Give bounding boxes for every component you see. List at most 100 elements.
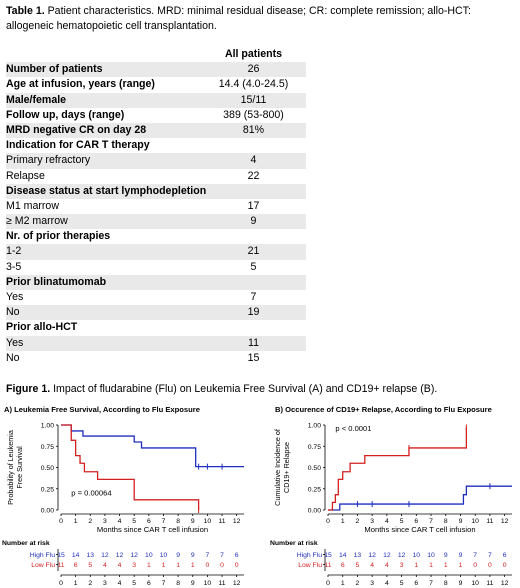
table-row: Yes 7 [6,290,306,305]
risk-value: 0 [503,562,507,569]
risk-x-tick-label: 9 [191,580,195,587]
risk-value: 0 [220,562,224,569]
risk-x-tick-label: 0 [326,580,330,587]
table-row: Yes 11 [6,335,306,351]
p-value-annotation: p = 0.00064 [71,489,111,498]
risk-value: 1 [162,562,166,569]
x-tick-label: 3 [370,518,374,525]
risk-value: 7 [206,552,210,559]
risk-value: 6 [503,552,507,559]
column-header: All patients [224,48,283,60]
x-tick-label: 5 [400,518,404,525]
row-label: Male/female [6,93,67,106]
row-label: Age at infusion, years (range) [6,78,155,91]
x-tick-label: 12 [501,518,509,525]
risk-x-tick-label: 7 [429,580,433,587]
risk-x-tick-label: 6 [147,580,151,587]
y-tick-label: 1.00 [308,423,321,430]
risk-value: 14 [72,552,80,559]
table-caption-label: Table 1. [6,5,45,17]
y-tick-label: 0.00 [308,508,321,515]
row-value: 14.4 (4.0-24.5) [218,78,289,91]
row-value: 389 (53-800) [223,108,284,121]
risk-value: 1 [191,562,195,569]
x-tick-label: 0 [326,518,330,525]
table-row: Prior blinatumomab [6,274,306,290]
risk-row-label: Low Flu [31,562,55,569]
risk-value: 4 [103,562,107,569]
risk-x-tick-label: 0 [59,580,63,587]
risk-value: 0 [206,562,210,569]
x-tick-label: 9 [459,518,463,525]
row-label: Yes [6,336,24,349]
series-line-high-flu [61,424,244,468]
risk-value: 4 [118,562,122,569]
row-label: Primary refractory [6,154,91,167]
patient-characteristics-table: All patients Number of patients 26 Age at … [6,47,306,366]
risk-value: 0 [235,562,239,569]
table-row: M1 marrow 17 [6,199,306,214]
x-tick-label: 2 [88,518,92,525]
row-value: 7 [250,291,257,303]
risk-value: 5 [356,562,360,569]
table-row: 3-5 5 [6,260,306,275]
x-tick-label: 2 [356,518,360,525]
risk-x-tick-label: 8 [444,580,448,587]
table-row: Male/female 15/11 [6,92,306,108]
row-label: Relapse [6,169,45,182]
risk-value: 0 [488,562,492,569]
x-tick-label: 0 [59,518,63,525]
risk-x-tick-label: 10 [471,580,479,587]
risk-value: 14 [339,552,347,559]
row-label: Prior blinatumomab [6,275,107,288]
risk-x-tick-label: 8 [176,580,180,587]
risk-value: 10 [413,552,421,559]
table-row: Indication for CAR T therapy [6,138,306,153]
x-tick-label: 11 [219,518,226,525]
x-tick-label: 10 [471,518,479,525]
risk-x-tick-label: 1 [341,580,345,587]
risk-value: 6 [235,552,239,559]
risk-value: 15 [324,552,332,559]
y-tick-label: 0.50 [41,465,54,472]
risk-value: 15 [57,552,65,559]
row-value: 15 [247,351,260,364]
row-value: 11 [248,336,259,349]
x-tick-label: 7 [429,518,433,525]
risk-value: 11 [324,562,331,569]
table-body: Number of patients 26 Age at infusion, yea… [6,62,306,366]
row-label: No [6,351,20,364]
risk-value: 13 [86,552,94,559]
figure-caption: Figure 1. Impact of fludarabine (Flu) on… [6,383,437,395]
row-value: 15/11 [240,93,267,106]
table-row: Age at infusion, years (range) 14.4 (4.0-… [6,77,306,92]
row-label: Number of patients [6,63,103,76]
y-axis-label: Free Survival [15,446,24,489]
risk-value: 1 [176,562,180,569]
risk-value: 11 [57,562,64,569]
table-caption: Table 1. Patient characteristics. MRD: m… [6,4,514,34]
x-tick-label: 4 [118,518,122,525]
risk-value: 1 [147,562,151,569]
table-row: MRD negative CR on day 28 81% [6,122,306,139]
table-row: Prior allo-HCT [6,320,306,335]
y-tick-label: 0.25 [308,486,321,493]
y-tick-label: 0.75 [41,444,54,451]
risk-value: 9 [459,552,463,559]
risk-value: 7 [473,552,477,559]
x-tick-label: 4 [385,518,389,525]
row-value: 17 [247,199,260,212]
risk-value: 1 [459,562,463,569]
risk-value: 10 [427,552,435,559]
risk-x-tick-label: 12 [233,580,241,587]
risk-table-title: Number at risk [270,540,318,547]
risk-x-tick-label: 11 [219,580,226,587]
row-value: 22 [247,169,260,182]
x-tick-label: 6 [147,518,151,525]
risk-value: 1 [414,562,418,569]
row-value: 21 [247,245,260,258]
table-row: ≥ M2 marrow 9 [6,214,306,230]
risk-value: 12 [101,552,109,559]
series-line-low-flu [61,424,200,510]
risk-value: 10 [145,552,153,559]
